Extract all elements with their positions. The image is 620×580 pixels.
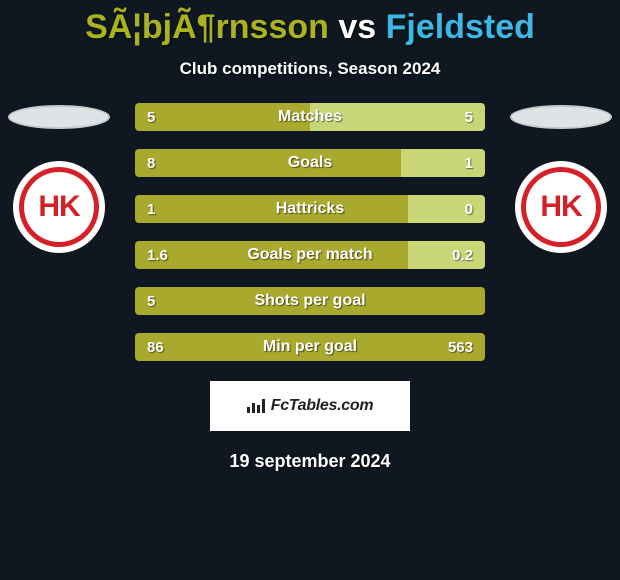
stat-row: 10Hattricks: [135, 195, 485, 223]
bars-icon: [247, 399, 265, 413]
player2-name: Fjeldsted: [386, 8, 535, 46]
stat-row: 1.60.2Goals per match: [135, 241, 485, 269]
subtitle: Club competitions, Season 2024: [0, 59, 620, 79]
stat-value-left: 86: [147, 339, 164, 356]
club-monogram-right: HK: [540, 190, 581, 224]
stat-value-left: 5: [147, 109, 155, 126]
player-photo-placeholder-right: [510, 105, 612, 129]
stat-value-left: 1.6: [147, 247, 168, 264]
stat-values: 55: [135, 103, 485, 131]
date-text: 19 september 2024: [0, 451, 620, 472]
player1-name: SÃ¦bjÃ¶rnsson: [85, 8, 329, 46]
comparison-panel: HK HK 55Matches81Goals10Hattricks1.60.2G…: [0, 103, 620, 361]
stat-values: 81: [135, 149, 485, 177]
right-player-column: HK: [502, 103, 620, 253]
stat-values: 1.6 0.2: [135, 241, 485, 269]
club-monogram-left: HK: [38, 190, 79, 224]
stat-value-right: 1: [465, 155, 473, 172]
club-logo-right: HK: [515, 161, 607, 253]
left-player-column: HK: [0, 103, 118, 253]
stat-values: 86 563: [135, 333, 485, 361]
player-photo-placeholder-left: [8, 105, 110, 129]
stat-row: 86563Min per goal: [135, 333, 485, 361]
stat-bars: 55Matches81Goals10Hattricks1.60.2Goals p…: [135, 103, 485, 361]
stat-values: 10: [135, 195, 485, 223]
branding-badge: FcTables.com: [210, 381, 410, 431]
stat-value-left: 5: [147, 293, 155, 310]
stat-value-right: 0.2: [452, 247, 473, 264]
branding-text: FcTables.com: [271, 397, 374, 415]
club-logo-left: HK: [13, 161, 105, 253]
stat-value-right: 5: [465, 109, 473, 126]
vs-text: vs: [338, 8, 376, 46]
stat-row: 81Goals: [135, 149, 485, 177]
stat-row: 5Shots per goal: [135, 287, 485, 315]
stat-value-left: 1: [147, 201, 155, 218]
stat-value-right: 563: [448, 339, 473, 356]
stat-row: 55Matches: [135, 103, 485, 131]
stat-value-left: 8: [147, 155, 155, 172]
stat-value-right: 0: [465, 201, 473, 218]
stat-values: 5: [135, 287, 485, 315]
page-title: SÃ¦bjÃ¶rnsson vs Fjeldsted: [0, 0, 620, 47]
